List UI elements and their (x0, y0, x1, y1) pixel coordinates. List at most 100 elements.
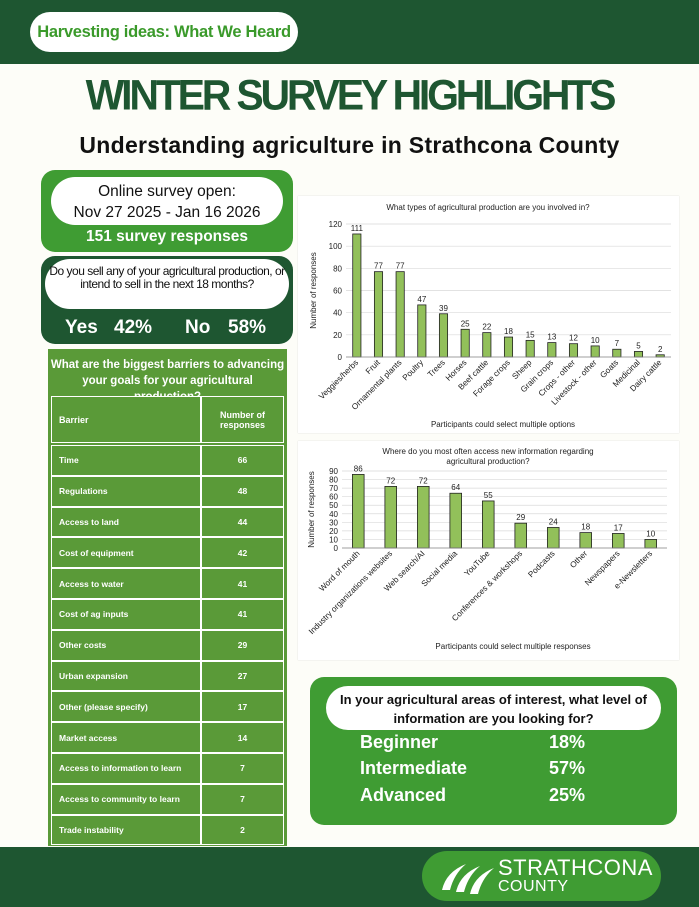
data-label: 47 (417, 295, 426, 304)
data-label: 7 (615, 339, 620, 348)
barrier-row-label: Other costs (51, 629, 201, 661)
barrier-row-value: 66 (201, 445, 284, 476)
survey-dates-card: Online survey open: Nov 27 2025 - Jan 16… (41, 170, 293, 252)
bar (568, 343, 579, 358)
x-category-label: Veggies/herbs (317, 358, 360, 401)
bar (460, 328, 470, 358)
data-label: 29 (516, 513, 525, 522)
logo-wordmark-line2: COUNTY (498, 878, 569, 895)
data-label: 55 (484, 491, 493, 500)
bar (633, 351, 644, 358)
bar (438, 313, 449, 358)
bar (546, 527, 560, 549)
bar (449, 492, 462, 549)
level-intermediate-value: 57% (549, 758, 586, 778)
barrier-row-label: Access to land (51, 506, 201, 538)
barrier-row-label: Cost of equipment (51, 537, 201, 569)
x-axis-label: Participants could select multiple respo… (435, 642, 590, 651)
bar (373, 271, 384, 358)
y-tick-label: 60 (333, 287, 342, 296)
level-beginner-label: Beginner (360, 732, 439, 752)
y-tick-label: 80 (329, 476, 338, 485)
data-label: 13 (547, 333, 556, 342)
survey-open-label: Online survey open: (98, 183, 236, 200)
survey-dates-pill: Online survey open: Nov 27 2025 - Jan 16… (51, 177, 283, 225)
info-source-chart: Where do you most often access new infor… (298, 441, 679, 660)
y-tick-label: 50 (329, 501, 338, 510)
bar (644, 539, 657, 549)
production-chart-svg: What types of agricultural production ar… (309, 203, 671, 429)
info-source-chart-svg: Where do you most often access new infor… (307, 447, 667, 651)
wheat-swoosh-icon (442, 864, 494, 894)
y-tick-label: 120 (329, 220, 343, 229)
barrier-row-label: Cost of ag inputs (51, 599, 201, 630)
sell-question: Do you sell any of your agricultural pro… (45, 259, 289, 309)
bar (352, 474, 365, 549)
data-label: 10 (646, 529, 655, 538)
no-value: 58% (228, 317, 267, 338)
barrier-row-value: 17 (201, 691, 284, 723)
data-label: 72 (386, 476, 395, 485)
barrier-row-value: 2 (201, 814, 284, 846)
data-label: 17 (614, 523, 623, 532)
bar (590, 345, 600, 358)
x-category-label: YouTube (463, 549, 492, 578)
data-label: 24 (549, 517, 558, 526)
bar (579, 532, 592, 549)
x-category-label: Other (568, 549, 589, 570)
y-tick-label: 70 (329, 484, 338, 493)
bar (417, 304, 427, 358)
y-tick-label: 90 (329, 467, 338, 476)
x-category-label: Conferences & workshops (450, 549, 524, 623)
data-label: 10 (591, 336, 600, 345)
y-tick-label: 0 (338, 353, 343, 362)
yes-value: 42% (114, 317, 153, 338)
barrier-row-label: Access to community to learn (51, 783, 201, 815)
y-tick-label: 20 (329, 527, 338, 536)
y-tick-label: 100 (329, 242, 343, 251)
no-label: No (185, 317, 211, 338)
x-category-label: Poultry (401, 357, 426, 382)
bar (384, 486, 398, 549)
level-intermediate-label: Intermediate (360, 758, 468, 778)
data-label: 5 (636, 341, 641, 350)
barrier-row-value: 42 (201, 537, 284, 569)
data-label: 64 (451, 483, 460, 492)
barrier-row-value: 48 (201, 475, 284, 507)
page-subtitle: Understanding agriculture in Strathcona … (79, 132, 620, 158)
production-chart: What types of agricultural production ar… (298, 196, 679, 433)
data-label: 18 (504, 327, 513, 336)
bar (352, 233, 362, 358)
data-label: 77 (374, 262, 383, 271)
barrier-row-label: Urban expansion (51, 660, 201, 692)
data-label: 2 (658, 345, 663, 354)
y-tick-label: 60 (329, 493, 338, 502)
barrier-row-label: Market access (51, 722, 201, 753)
banner-pill: Harvesting ideas: What We Heard (30, 12, 298, 52)
chart-title: What types of agricultural production ar… (386, 203, 590, 212)
barriers-header-barrier: Barrier (51, 396, 201, 443)
data-label: 25 (461, 319, 470, 328)
barrier-row-value: 41 (201, 599, 284, 630)
y-tick-label: 10 (329, 535, 338, 544)
x-axis-label: Participants could select multiple optio… (431, 420, 575, 429)
survey-date-range: Nov 27 2025 - Jan 16 2026 (73, 204, 261, 221)
data-label: 86 (354, 464, 363, 473)
data-label: 22 (482, 323, 491, 332)
level-beginner-value: 18% (549, 732, 586, 752)
barriers-header-count: Number of responses (201, 396, 284, 443)
bar (547, 342, 557, 358)
y-tick-label: 0 (334, 544, 339, 553)
bar (482, 332, 492, 358)
barrier-row-value: 14 (201, 722, 284, 753)
yes-label: Yes (65, 317, 98, 338)
bar (395, 271, 405, 358)
bar (417, 486, 430, 549)
barrier-row-label: Time (51, 445, 201, 476)
barrier-row-label: Trade instability (51, 814, 201, 846)
y-tick-label: 20 (333, 331, 342, 340)
data-label: 72 (419, 476, 428, 485)
y-tick-label: 30 (329, 518, 338, 527)
bar (525, 339, 535, 358)
y-tick-label: 40 (329, 510, 338, 519)
